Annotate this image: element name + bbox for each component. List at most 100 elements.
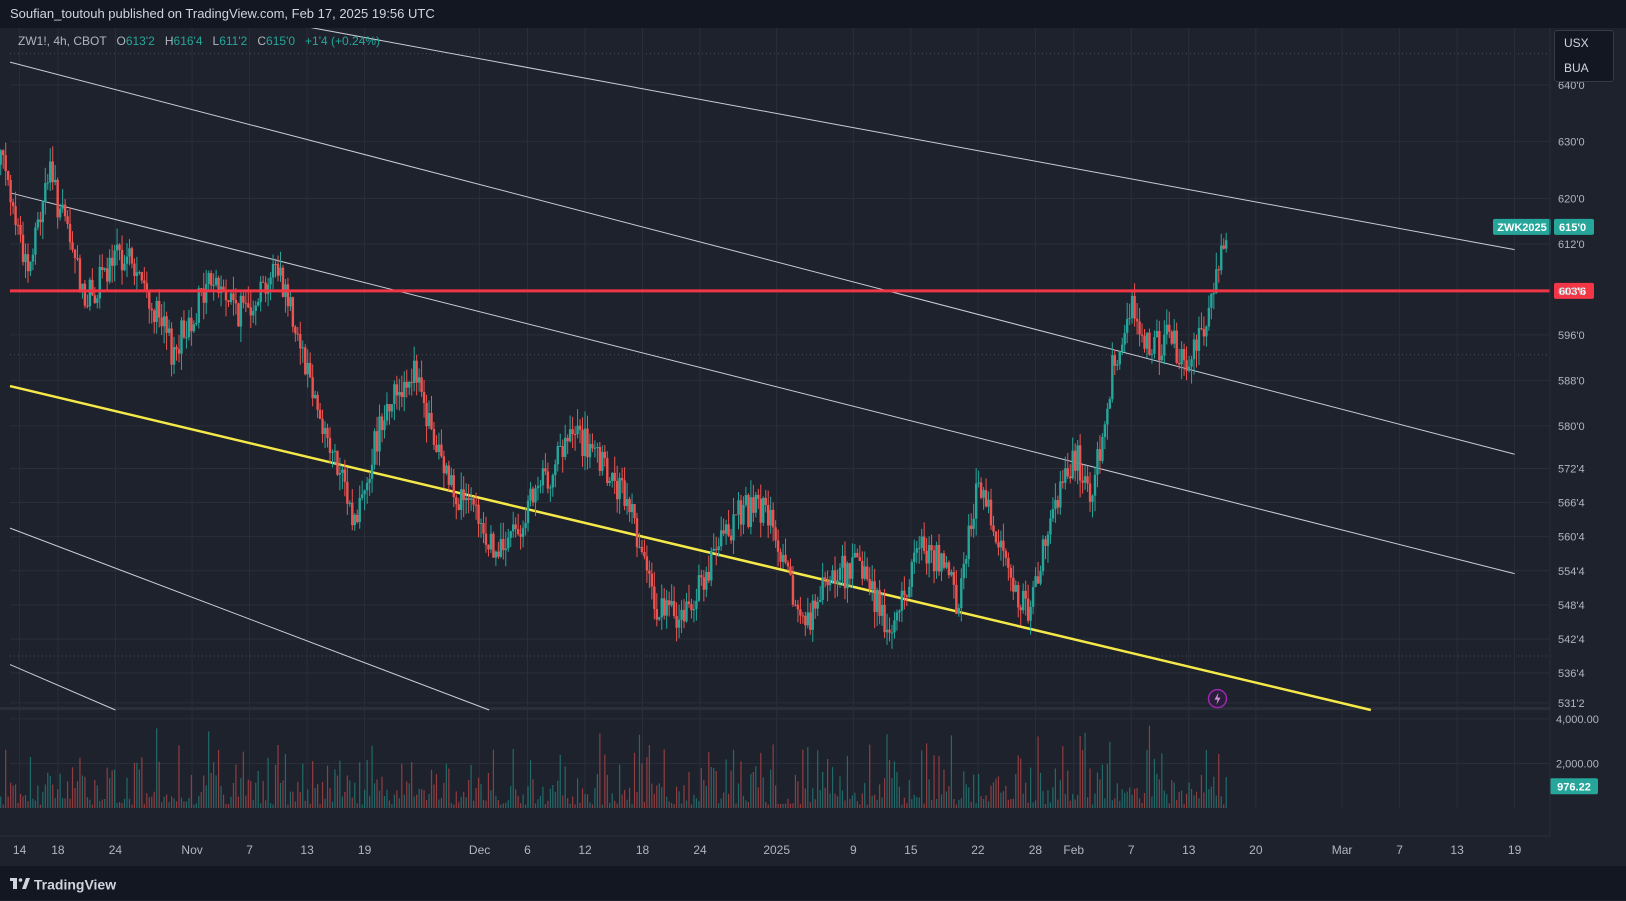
candle-body [903,590,906,596]
candle-body [420,377,423,392]
candle-body [1054,500,1057,510]
volume-bar [671,802,673,808]
volume-bar [76,781,79,808]
volume-bar [591,804,594,808]
price-tick-label: 588'0 [1558,375,1585,387]
volume-bar [269,803,272,808]
volume-bar [866,804,868,808]
candle-body [464,497,468,501]
candle-body [214,277,218,285]
candle-body [915,548,918,553]
usx-button[interactable]: USX [1564,36,1589,50]
resistance-price-label-bg [1554,282,1594,299]
time-tick-label: 19 [358,843,372,857]
volume-bar [227,803,230,808]
candle-body [1024,590,1027,599]
volume-bar [827,758,829,808]
volume-bar [317,784,319,808]
candle-body [779,551,782,562]
candle-body [51,161,54,183]
volume-bar [304,800,306,808]
volume-bar [91,804,93,808]
candle-body [1086,476,1089,484]
volume-bar [943,769,945,808]
volume-bar [1161,753,1163,808]
channel-line [220,10,1515,251]
candle-body [611,472,614,481]
volume-bar [893,761,896,808]
volume-bar [89,799,91,808]
candle-body [101,266,104,271]
candle-body [373,431,376,465]
candle-body [162,316,166,327]
candle-body [823,577,827,581]
volume-bar [1062,746,1064,808]
candle-body [672,601,676,616]
candle-body [140,272,144,281]
volume-bar [321,781,324,808]
volume-bar [66,781,69,808]
bua-button[interactable]: BUA [1564,61,1589,75]
volume-bar [388,800,391,808]
candle-body [153,310,156,323]
volume-bar [926,743,928,808]
volume-bar [440,797,443,808]
volume-bar [888,759,891,808]
candle-body [393,384,396,405]
volume-bar [487,772,490,808]
candle-body [776,540,780,552]
candle-body [687,601,691,605]
volume-bar [963,771,965,808]
volume-bar [856,801,858,808]
candle-body [294,326,297,334]
candle-body [187,317,191,338]
volume-bar [1218,753,1220,808]
volume-bar [1109,741,1111,808]
candle-body [932,550,936,572]
volume-bar [869,744,871,808]
candle-body [982,490,985,498]
volume-bar [403,794,405,808]
tradingview-logo[interactable]: TradingView [10,866,116,901]
candle-body [66,216,69,224]
volume-bar [740,761,742,808]
candle-body [301,347,304,349]
volume-bar [713,768,715,808]
volume-bar [819,790,821,808]
candle-body [341,469,344,473]
candle-body [311,377,314,399]
volume-bar [982,798,985,808]
candle-body [1140,334,1144,336]
volume-bar [633,752,636,808]
volume-bar [356,803,358,808]
candle-body [388,404,391,412]
volume-bar [732,749,735,808]
candle-body [754,494,758,513]
volume-bar [646,757,648,808]
candle-body [353,514,356,526]
candle-body [974,483,978,519]
volume-bar [539,795,542,808]
volume-bar [373,783,376,808]
volume-bar [1141,803,1143,808]
time-tick-label: Nov [181,843,202,857]
candle-body [157,300,161,318]
candle-body [549,487,552,489]
candle-body [702,577,706,590]
volume-bar [527,786,529,808]
chart-area[interactable]: ZWK2025 615'0 603'6 976.22 640'0 630'0 620'0 6… [0,10,1626,866]
candle-body [965,559,968,564]
volume-bar [344,792,346,808]
volume-bar [609,802,611,808]
candle-body [724,524,728,534]
volume-bar [324,798,326,808]
volume-bar [265,800,267,808]
candle-body [1130,295,1134,318]
volume-bar [314,787,316,808]
candle-body [269,277,272,285]
contract-label: ZWK2025 [1497,222,1547,234]
candle-body [390,404,394,412]
candle-body [1106,408,1109,425]
candle-body [360,494,364,498]
